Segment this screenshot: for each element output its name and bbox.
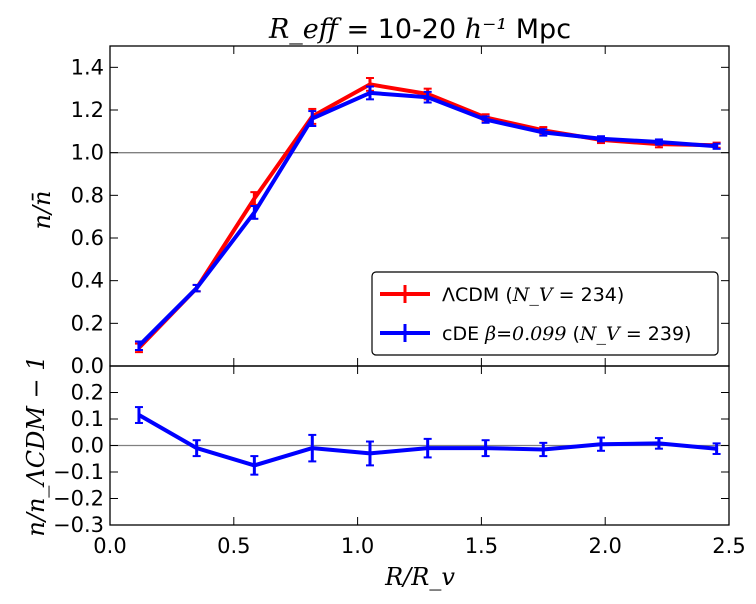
legend-lcdm-suffix: = 234) bbox=[553, 284, 625, 306]
top-data-point bbox=[599, 137, 603, 141]
top-y-axis-label: n/n̄ bbox=[28, 191, 56, 230]
bottom-data-point bbox=[252, 463, 256, 467]
legend-cde-prefix: ( bbox=[573, 323, 580, 345]
bottom-data-point bbox=[715, 447, 719, 451]
top-y-tick-label: 0.8 bbox=[71, 183, 104, 207]
top-y-tick-label: 0.6 bbox=[71, 226, 104, 250]
legend-cde-beta: β=0.099 bbox=[484, 323, 566, 345]
x-tick-label: 1.0 bbox=[341, 534, 374, 558]
legend-cde-math: N_V bbox=[579, 323, 622, 345]
title-text: = 10-20 bbox=[338, 14, 465, 45]
x-axis-label: R/R_v bbox=[384, 563, 455, 591]
bottom-y-tick-label: 0.1 bbox=[71, 407, 104, 431]
top-data-point bbox=[310, 117, 314, 121]
bottom-data-point bbox=[599, 442, 603, 446]
bottom-data-point bbox=[368, 451, 372, 455]
bottom-panel: −0.3−0.2−0.10.00.10.20.0 0.5 1.0 1.5 2.0 2.5 bbox=[53, 365, 746, 558]
x-tick-label: 1.5 bbox=[465, 534, 498, 558]
bottom-y-tick-label: 0.0 bbox=[71, 434, 104, 458]
top-y-tick-label: 1.0 bbox=[71, 141, 104, 165]
bottom-y-tick-label: −0.3 bbox=[53, 513, 104, 537]
top-data-point bbox=[195, 286, 199, 290]
bottom-data-point bbox=[484, 446, 488, 450]
bottom-data-point bbox=[657, 441, 661, 445]
top-y-tick-label: 1.2 bbox=[71, 98, 104, 122]
top-data-point bbox=[426, 95, 430, 99]
x-tick-label: 0.5 bbox=[217, 534, 250, 558]
top-y-tick-label: 1.4 bbox=[71, 55, 104, 79]
top-data-point bbox=[252, 210, 256, 214]
title-math-reff: R_eff bbox=[268, 14, 342, 45]
top-data-point bbox=[715, 144, 719, 148]
legend-frame bbox=[371, 271, 719, 356]
bottom-y-tick-label: −0.2 bbox=[53, 487, 104, 511]
title-math-h: h⁻¹ bbox=[465, 14, 507, 45]
legend: ΛCDM (N_V = 234) cDE β=0.099 (N_V = 239) bbox=[371, 271, 719, 356]
bottom-data-point bbox=[195, 446, 199, 450]
top-y-tick-label: 0.4 bbox=[71, 269, 104, 293]
top-data-point bbox=[137, 344, 141, 348]
bottom-y-tick-label: 0.2 bbox=[71, 381, 104, 405]
x-tick-label: 2.5 bbox=[712, 534, 745, 558]
legend-label-cde: cDE β=0.099 (N_V = 239) bbox=[442, 323, 691, 345]
bottom-y-axis-label: n/n_ΛCDM − 1 bbox=[22, 355, 50, 536]
legend-lcdm-prefix: ( bbox=[505, 284, 512, 306]
x-tick-label: 0.0 bbox=[93, 534, 126, 558]
legend-cde-name: cDE bbox=[442, 323, 479, 345]
title-unit: Mpc bbox=[507, 14, 571, 45]
bottom-data-point bbox=[541, 447, 545, 451]
top-data-point bbox=[484, 118, 488, 122]
top-data-point bbox=[368, 91, 372, 95]
bottom-data-point bbox=[426, 446, 430, 450]
top-data-point bbox=[252, 197, 256, 201]
legend-lcdm-name: ΛCDM bbox=[442, 284, 499, 306]
legend-lcdm-math: N_V bbox=[512, 284, 555, 306]
bottom-y-tick-label: −0.1 bbox=[53, 460, 104, 484]
top-y-tick-label: 0.2 bbox=[71, 311, 104, 335]
top-panel: 0.0 0.2 0.4 0.6 0.8 1.0 1.2 1.4 bbox=[71, 45, 730, 378]
x-tick-label: 2.0 bbox=[588, 534, 621, 558]
top-data-point bbox=[657, 140, 661, 144]
bottom-axes-frame bbox=[109, 365, 730, 526]
bottom-data-point bbox=[137, 413, 141, 417]
top-data-point bbox=[368, 82, 372, 86]
chart-title: R_eff = 10-20 h⁻¹ Mpc bbox=[268, 14, 571, 45]
top-y-tick-label: 0.0 bbox=[71, 354, 104, 378]
top-data-point bbox=[541, 130, 545, 134]
legend-label-lcdm: ΛCDM (N_V = 234) bbox=[442, 284, 624, 306]
bottom-data-point bbox=[310, 446, 314, 450]
legend-cde-suffix: = 239) bbox=[620, 323, 692, 345]
